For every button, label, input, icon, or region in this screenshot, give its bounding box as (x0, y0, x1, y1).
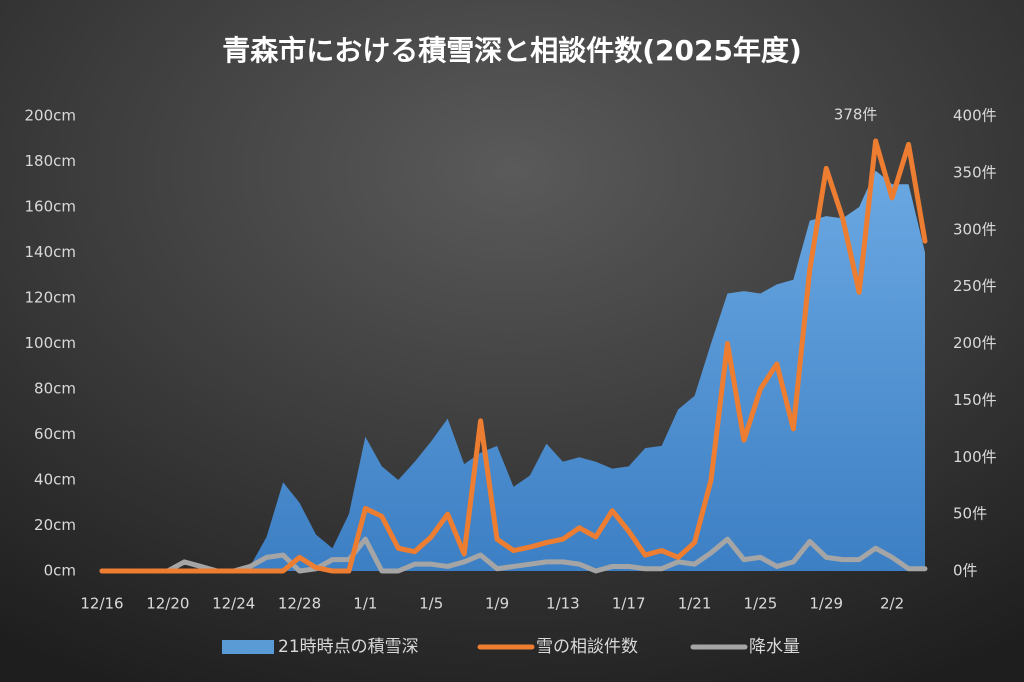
y-tick-label: 120cm (25, 289, 77, 307)
y2-tick-label: 350件 (953, 163, 997, 181)
x-tick-label: 1/5 (419, 595, 443, 613)
data-label: 378件 (834, 106, 878, 124)
legend-label: 降水量 (749, 637, 800, 657)
y-tick-label: 100cm (25, 334, 77, 352)
y-tick-label: 160cm (25, 198, 77, 216)
y2-tick-label: 250件 (953, 277, 997, 295)
y2-tick-label: 300件 (953, 220, 997, 238)
x-tick-label: 2/2 (880, 595, 904, 613)
x-tick-label: 12/20 (146, 595, 189, 613)
y-tick-label: 200cm (25, 107, 77, 125)
y-tick-label: 20cm (34, 516, 76, 534)
x-tick-label: 1/25 (744, 595, 778, 613)
legend-label: 雪の相談件数 (536, 637, 638, 657)
y-tick-label: 0cm (44, 562, 76, 580)
y-tick-label: 80cm (34, 380, 76, 398)
x-tick-label: 1/21 (678, 595, 712, 613)
x-tick-label: 12/24 (212, 595, 255, 613)
y-tick-label: 40cm (34, 471, 76, 489)
y2-tick-label: 150件 (953, 391, 997, 409)
y-tick-label: 60cm (34, 425, 76, 443)
y2-tick-label: 50件 (953, 505, 987, 523)
y-tick-label: 180cm (25, 152, 77, 170)
x-tick-label: 1/9 (485, 595, 509, 613)
legend-label: 21時時点の積雪深 (278, 637, 419, 657)
legend-swatch (222, 640, 274, 654)
y2-tick-label: 400件 (953, 107, 997, 125)
y2-tick-label: 200件 (953, 334, 997, 352)
line (99, 138, 928, 574)
chart-title: 青森市における積雪深と相談件数(2025年度) (222, 34, 802, 67)
y-tick-label: 140cm (25, 243, 77, 261)
y2-tick-label: 0件 (953, 562, 978, 580)
x-tick-label: 1/13 (546, 595, 580, 613)
y2-tick-label: 100件 (953, 448, 997, 466)
x-tick-label: 12/28 (278, 595, 321, 613)
x-tick-label: 1/17 (612, 595, 646, 613)
x-tick-label: 1/1 (353, 595, 377, 613)
x-tick-label: 1/29 (809, 595, 843, 613)
area (102, 170, 925, 571)
x-tick-label: 12/16 (80, 595, 123, 613)
